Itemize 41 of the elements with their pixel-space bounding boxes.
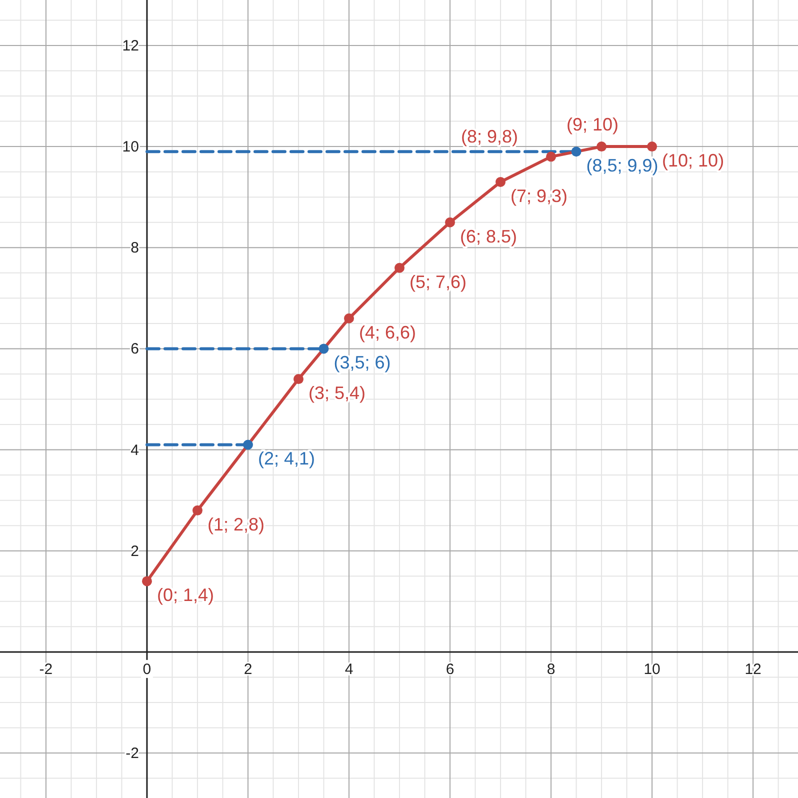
annotation: (9; 10) <box>566 114 619 135</box>
y-tick-label: 4 <box>130 442 139 459</box>
y-tick-label: 8 <box>130 240 139 257</box>
annotation: (4; 6,6) <box>359 322 416 342</box>
annotation: (0; 1,4) <box>156 585 214 606</box>
point <box>242 440 253 450</box>
annotation: (8,5; 9,9) <box>586 156 658 176</box>
y-tick-label: 2 <box>130 542 139 560</box>
x-tick-label: 4 <box>344 660 354 678</box>
x-tick-label: 10 <box>644 660 660 678</box>
y-tick-label: 6 <box>130 340 139 358</box>
y-tick-label: 12 <box>122 37 139 54</box>
annotation: (1; 2,8) <box>207 514 265 534</box>
point <box>496 176 506 187</box>
point <box>571 146 582 157</box>
x-tick-label: -2 <box>39 660 53 678</box>
annotation: (5; 7,6) <box>410 272 467 292</box>
x-tick-label: 8 <box>546 660 556 678</box>
point <box>394 262 405 273</box>
annotation: (3,5; 6) <box>334 352 391 373</box>
point <box>445 217 456 228</box>
y-tick-label: -2 <box>126 745 139 762</box>
point <box>344 313 354 324</box>
annotation: (6; 8.5) <box>460 226 518 246</box>
y-tick-label: 10 <box>122 138 139 156</box>
x-tick-label: 0 <box>142 660 152 678</box>
x-tick-label: 6 <box>446 660 454 678</box>
point <box>318 344 329 354</box>
annotation: (8; 9,8) <box>461 126 518 147</box>
annotation: (3; 5,4) <box>308 383 366 404</box>
annotation: (2; 4,1) <box>258 448 316 469</box>
point <box>293 374 304 384</box>
annotation: (10; 10) <box>662 150 724 171</box>
x-tick-label: 12 <box>744 660 762 678</box>
x-tick-label: 2 <box>244 660 252 678</box>
point <box>647 142 658 152</box>
point <box>142 576 152 586</box>
point <box>192 505 202 516</box>
point <box>596 142 607 152</box>
annotation: (7; 9,3) <box>510 186 568 206</box>
point <box>546 152 556 162</box>
